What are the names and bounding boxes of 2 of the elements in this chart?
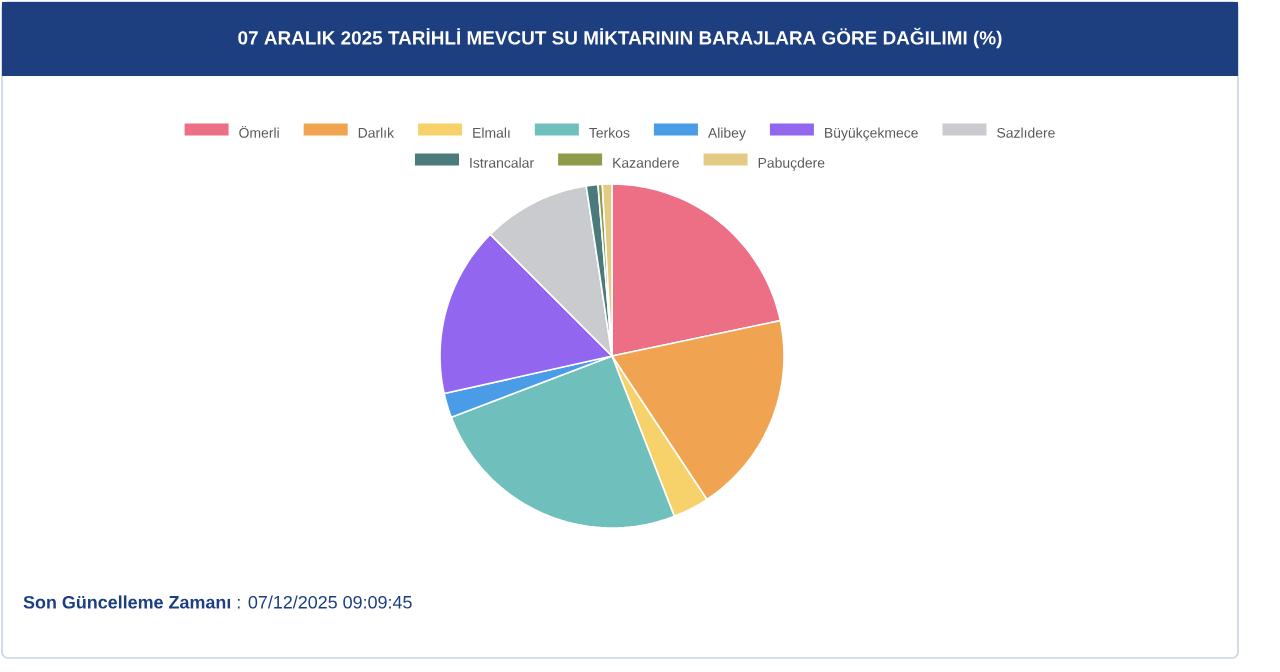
text: Son Güncelleme Zamanı : 07/12/2025 09:09:45 <box>23 595 412 609</box>
chart-title: 07 ARALIK 2025 TARİHLİ MEVCUT SU MİKTARININ BARAJLARA GÖRE DAĞILIMI (%) <box>238 27 1002 49</box>
